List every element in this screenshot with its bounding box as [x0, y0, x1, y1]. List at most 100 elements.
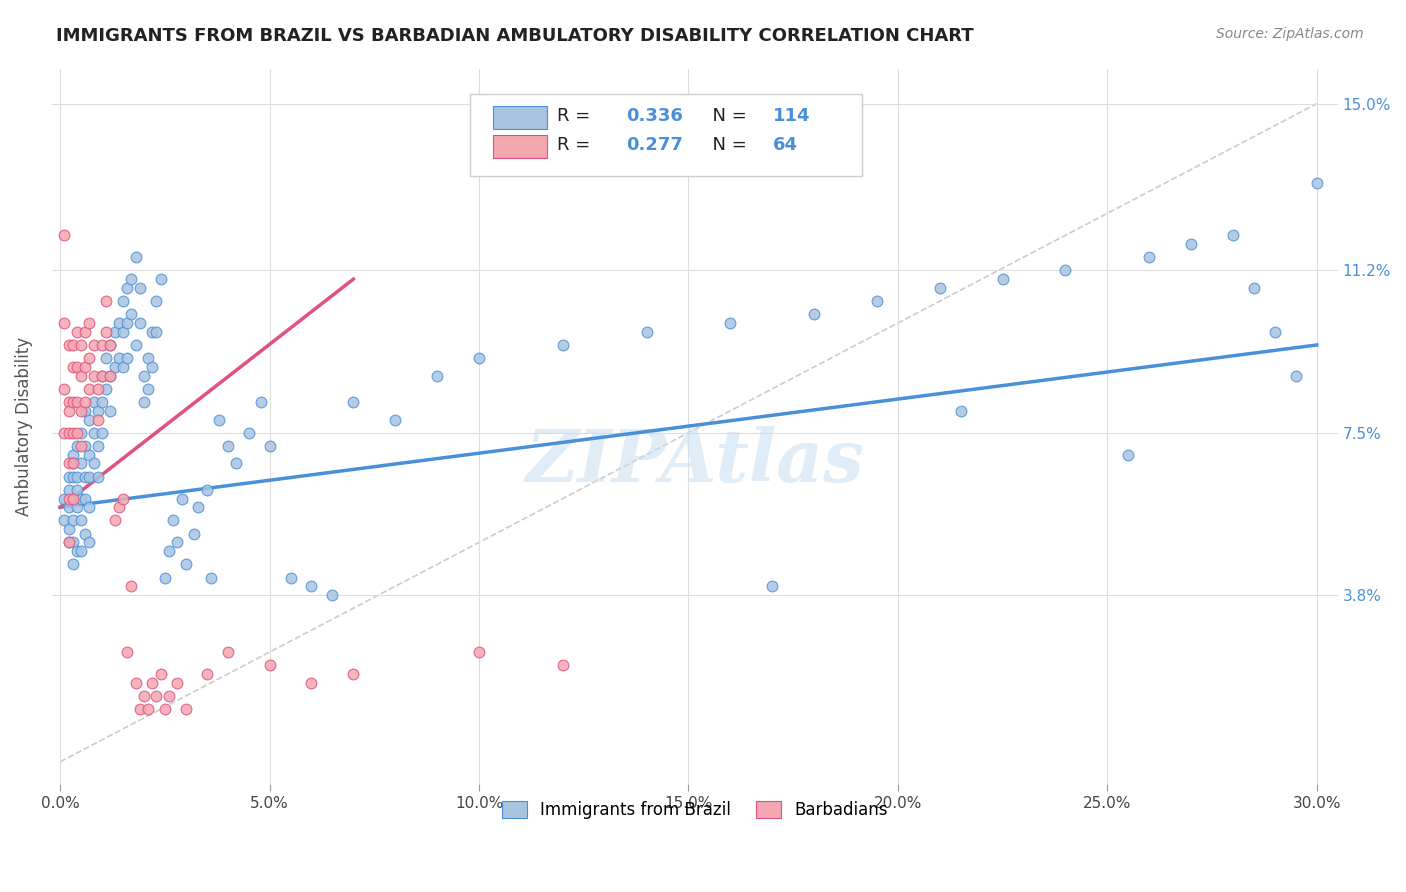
Point: [111, 491, 134, 506]
Point: [128, 316, 150, 330]
Point: [62, 425, 84, 440]
Point: [124, 250, 146, 264]
Text: IMMIGRANTS FROM BRAZIL VS BARBADIAN AMBULATORY DISABILITY CORRELATION CHART: IMMIGRANTS FROM BRAZIL VS BARBADIAN AMBU…: [56, 27, 974, 45]
Point: [120, 307, 142, 321]
Point: [145, 294, 167, 309]
Point: [58, 404, 80, 418]
Point: [321, 588, 343, 602]
Point: [170, 491, 193, 506]
Point: [162, 513, 184, 527]
Point: [111, 359, 134, 374]
Point: [62, 338, 84, 352]
Point: [58, 457, 80, 471]
Point: [195, 667, 218, 681]
Point: [100, 368, 122, 383]
Point: [141, 675, 163, 690]
Point: [58, 469, 80, 483]
Point: [83, 457, 105, 471]
Y-axis label: Ambulatory Disability: Ambulatory Disability: [15, 336, 32, 516]
Point: [107, 316, 129, 330]
Point: [1306, 176, 1329, 190]
Point: [91, 425, 114, 440]
Point: [136, 351, 159, 365]
Point: [87, 412, 110, 426]
Point: [551, 658, 574, 673]
Point: [62, 359, 84, 374]
Point: [79, 351, 101, 365]
Point: [928, 281, 950, 295]
Point: [96, 294, 118, 309]
Point: [132, 395, 155, 409]
Point: [79, 500, 101, 515]
Point: [120, 272, 142, 286]
Point: [62, 457, 84, 471]
Point: [70, 338, 93, 352]
Point: [83, 395, 105, 409]
Point: [136, 382, 159, 396]
Point: [250, 395, 273, 409]
Text: Source: ZipAtlas.com: Source: ZipAtlas.com: [1216, 27, 1364, 41]
Point: [70, 368, 93, 383]
Point: [75, 439, 97, 453]
Point: [66, 483, 89, 497]
Point: [157, 544, 180, 558]
Point: [62, 491, 84, 506]
Text: 64: 64: [773, 136, 799, 154]
Point: [803, 307, 825, 321]
Point: [132, 368, 155, 383]
Point: [128, 281, 150, 295]
Text: 114: 114: [773, 107, 811, 126]
Point: [301, 675, 323, 690]
Point: [141, 325, 163, 339]
Point: [66, 325, 89, 339]
Text: ZIPAtlas: ZIPAtlas: [526, 426, 865, 498]
Point: [103, 325, 125, 339]
Point: [83, 338, 105, 352]
Point: [53, 491, 76, 506]
Point: [91, 368, 114, 383]
Point: [217, 645, 239, 659]
Point: [115, 351, 138, 365]
Text: N =: N =: [702, 107, 752, 126]
Point: [103, 513, 125, 527]
Point: [53, 382, 76, 396]
Point: [58, 500, 80, 515]
Point: [208, 412, 231, 426]
Point: [111, 294, 134, 309]
Point: [145, 689, 167, 703]
Point: [136, 702, 159, 716]
FancyBboxPatch shape: [470, 94, 862, 176]
Point: [100, 404, 122, 418]
Point: [75, 404, 97, 418]
Point: [87, 439, 110, 453]
Point: [153, 570, 176, 584]
Point: [1137, 250, 1160, 264]
Point: [280, 570, 302, 584]
Point: [70, 404, 93, 418]
Point: [66, 359, 89, 374]
Point: [342, 395, 364, 409]
Point: [87, 469, 110, 483]
Point: [70, 513, 93, 527]
Point: [115, 281, 138, 295]
Point: [149, 667, 172, 681]
Text: R =: R =: [557, 107, 596, 126]
Point: [79, 382, 101, 396]
Point: [166, 675, 188, 690]
Legend: Immigrants from Brazil, Barbadians: Immigrants from Brazil, Barbadians: [495, 794, 894, 825]
Point: [66, 544, 89, 558]
Point: [96, 325, 118, 339]
Text: N =: N =: [702, 136, 752, 154]
Point: [149, 272, 172, 286]
Point: [111, 325, 134, 339]
Point: [62, 448, 84, 462]
Point: [145, 325, 167, 339]
Point: [79, 469, 101, 483]
Point: [62, 395, 84, 409]
Point: [866, 294, 889, 309]
Point: [100, 368, 122, 383]
Point: [107, 500, 129, 515]
Point: [238, 425, 260, 440]
Point: [103, 359, 125, 374]
Point: [384, 412, 406, 426]
